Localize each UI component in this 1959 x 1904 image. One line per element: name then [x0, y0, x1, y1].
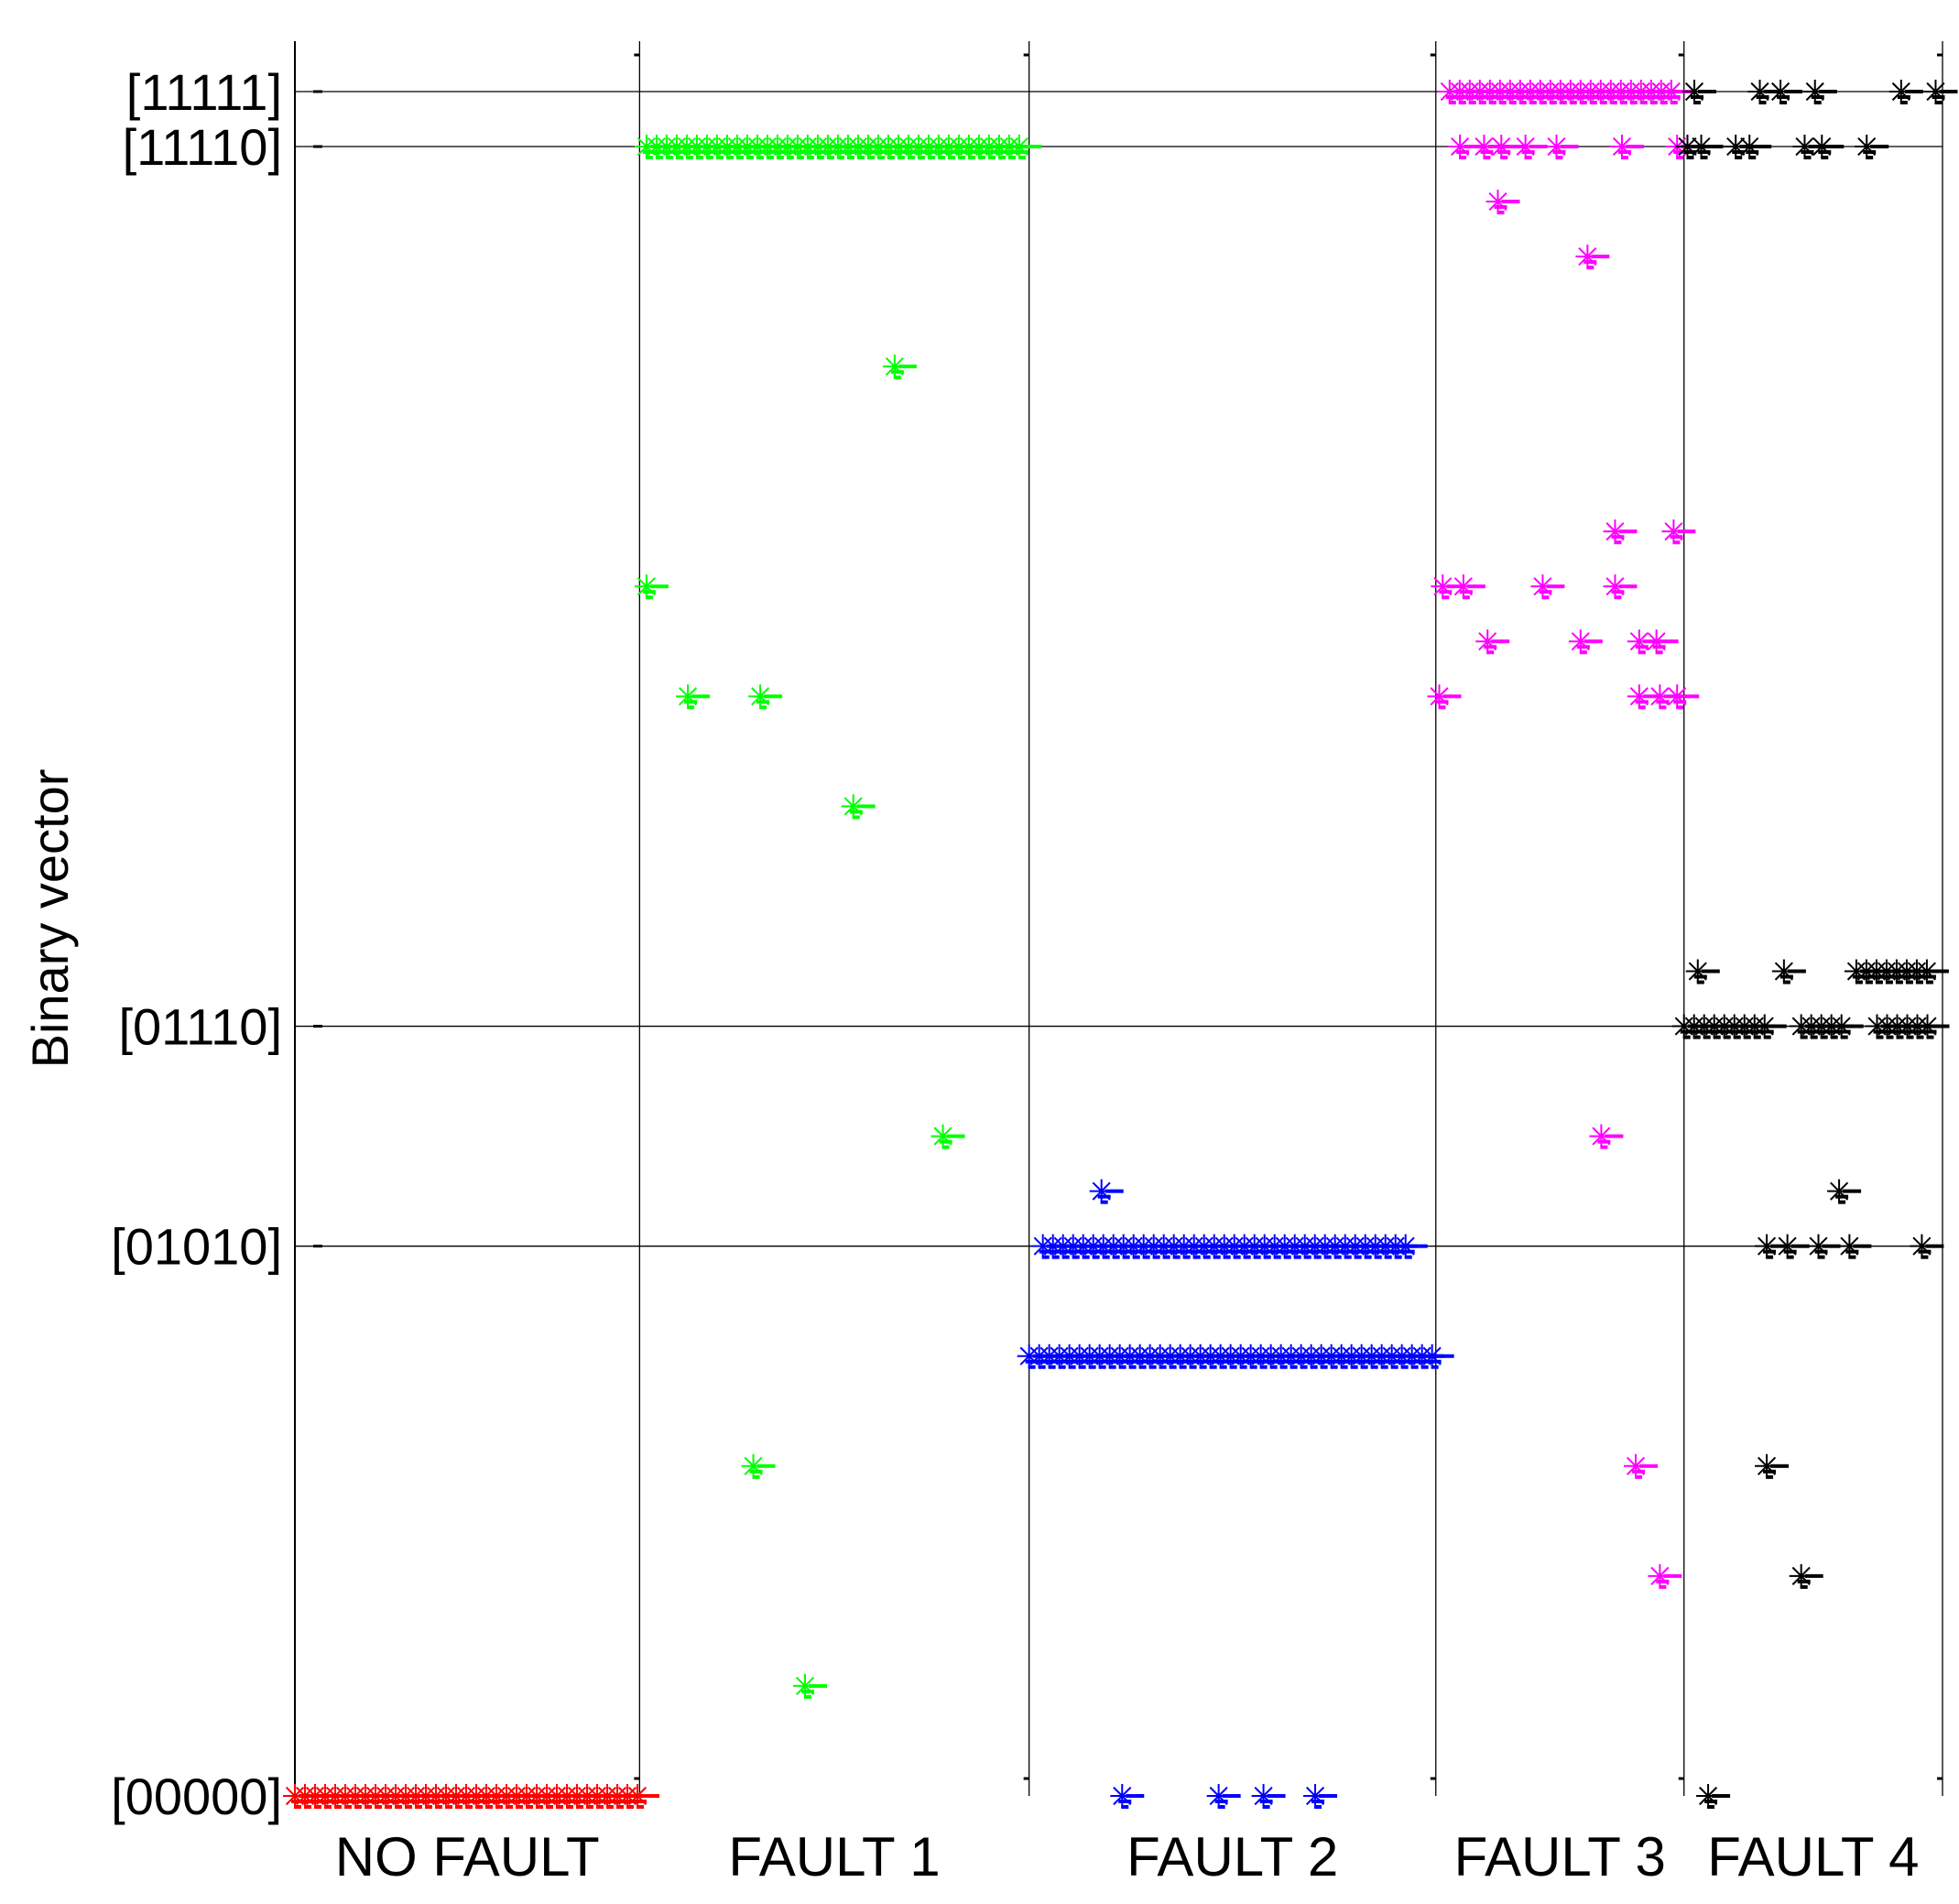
data-point-81	[1089, 1179, 1124, 1204]
data-point-200	[1530, 574, 1565, 600]
data-point-79	[741, 1453, 776, 1479]
section-label-2: FAULT 2	[1126, 1826, 1338, 1888]
data-point-162	[1251, 1784, 1286, 1809]
data-point-78	[931, 1124, 965, 1149]
data-point-80	[793, 1673, 828, 1699]
data-point-195	[1575, 245, 1610, 270]
data-point-262	[1755, 1453, 1790, 1479]
data-point-260	[1837, 1234, 1872, 1259]
data-point-249	[1829, 1014, 1864, 1039]
data-point-206	[1427, 684, 1462, 710]
data-point-258	[1775, 1234, 1810, 1259]
data-point-34	[626, 1784, 659, 1809]
data-point-202	[1475, 629, 1510, 655]
data-point-209	[1665, 684, 1700, 710]
data-point-72	[1007, 135, 1041, 160]
data-point-160	[1110, 1784, 1145, 1809]
data-point-225	[1855, 135, 1889, 160]
section-dividers	[634, 41, 1943, 1796]
data-point-224	[1810, 135, 1845, 160]
data-point-220	[1689, 135, 1724, 160]
section-label-4: FAULT 4	[1707, 1826, 1919, 1888]
data-point-213	[1682, 80, 1717, 104]
data-point-215	[1769, 80, 1803, 104]
section-label-0: NO FAULT	[335, 1826, 600, 1888]
data-point-226	[1685, 959, 1720, 985]
data-point-192	[1609, 135, 1644, 160]
data-point-77	[882, 354, 917, 380]
data-point-259	[1806, 1234, 1841, 1259]
section-labels: NO FAULT FAULT 1 FAULT 2 FAULT 3 FAULT 4	[335, 1826, 1920, 1888]
data-point-217	[1888, 80, 1923, 104]
data-point-227	[1771, 959, 1806, 985]
y-tick-label-2: [01110]	[118, 998, 282, 1056]
data-point-205	[1644, 629, 1679, 655]
data-point-244	[1752, 1014, 1787, 1039]
data-point-203	[1568, 629, 1603, 655]
data-point-222	[1737, 135, 1772, 160]
data-point-201	[1603, 574, 1638, 600]
y-tick-label-1: [01010]	[111, 1218, 282, 1276]
section-label-3: FAULT 3	[1454, 1826, 1666, 1888]
data-point-161	[1206, 1784, 1241, 1809]
data-point-210	[1589, 1124, 1624, 1149]
data-point-218	[1923, 80, 1958, 104]
data-point-118	[1393, 1234, 1428, 1259]
data-point-194	[1486, 190, 1520, 215]
plot-background	[295, 41, 1943, 1796]
data-point-159	[1420, 1344, 1454, 1369]
data-point-212	[1648, 1563, 1682, 1589]
data-point-163	[1303, 1784, 1338, 1809]
data-point-261	[1910, 1234, 1944, 1259]
data-point-74	[676, 684, 711, 710]
data-point-216	[1802, 80, 1837, 104]
data-markers	[283, 80, 1958, 1809]
data-point-196	[1603, 519, 1638, 545]
data-point-190	[1513, 135, 1548, 160]
data-point-235	[1914, 959, 1949, 985]
data-point-263	[1789, 1563, 1823, 1589]
y-tick-label-4: [11111]	[126, 63, 282, 121]
section-label-1: FAULT 1	[728, 1826, 940, 1888]
data-point-76	[841, 794, 876, 820]
data-point-75	[748, 684, 783, 710]
data-point-197	[1661, 519, 1696, 545]
data-point-199	[1451, 574, 1486, 600]
y-tick-label-3: [11110]	[123, 118, 282, 176]
data-point-191	[1544, 135, 1579, 160]
data-point-256	[1827, 1179, 1862, 1204]
y-tick-label-0: [00000]	[111, 1768, 282, 1825]
data-point-264	[1696, 1784, 1731, 1809]
y-ticks: [00000] [01010] [01110] [11110][11111]	[111, 63, 322, 1825]
data-point-73	[634, 574, 669, 600]
y-axis-title: Binary vector	[21, 769, 79, 1069]
data-point-255	[1915, 1014, 1950, 1039]
data-point-211	[1624, 1453, 1659, 1479]
